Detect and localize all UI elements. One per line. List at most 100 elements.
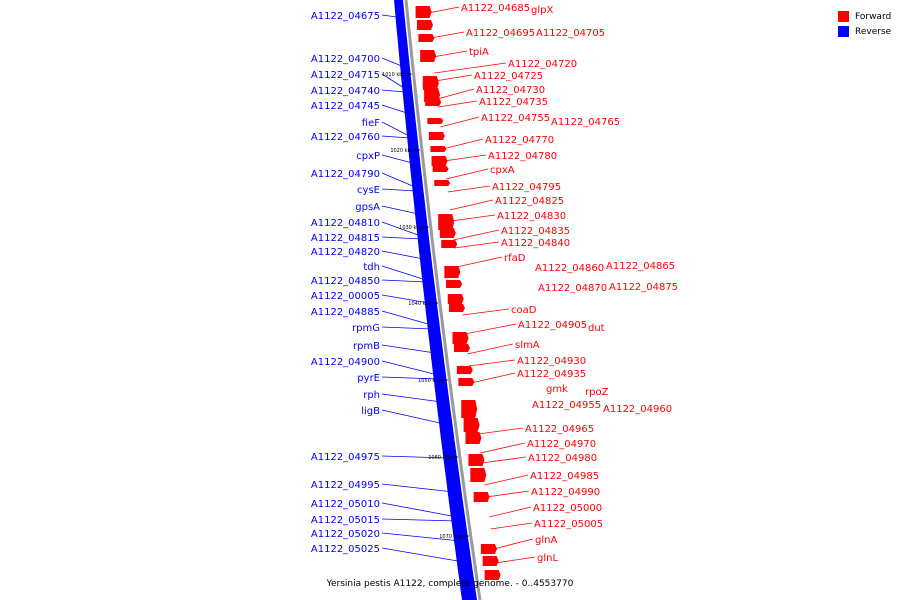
genome-backbone	[404, 0, 482, 600]
reverse-leader-line	[381, 455, 449, 459]
reverse-leader-line	[381, 547, 464, 563]
forward-gene-label: slmA	[515, 340, 540, 351]
tick-label: 1010 kbp	[382, 72, 406, 78]
reverse-leader-line	[381, 393, 442, 403]
forward-leader-line	[462, 308, 510, 316]
reverse-leader-line	[381, 154, 413, 164]
forward-gene-arrow	[431, 156, 448, 166]
forward-gene-label: tpiA	[469, 47, 489, 58]
forward-gene-label: A1122_04985	[530, 471, 599, 482]
forward-gene-label: gmk	[546, 384, 568, 395]
forward-gene-arrow	[473, 492, 490, 502]
forward-gene-label: A1122_04730	[476, 85, 545, 96]
forward-gene-arrow	[480, 544, 497, 554]
tick-label: 1050 kbp	[418, 378, 442, 384]
reverse-leader-line	[381, 205, 419, 215]
forward-leader-line	[449, 199, 494, 211]
forward-gene-arrow	[418, 34, 435, 42]
forward-gene-label: A1122_04960	[603, 404, 672, 415]
reverse-leader-line	[381, 265, 427, 281]
reverse-leader-line	[381, 279, 427, 283]
forward-gene-label: A1122_04860	[535, 263, 604, 274]
forward-gene-label: A1122_04965	[525, 424, 594, 435]
reverse-strand-band	[394, 0, 477, 600]
forward-gene-arrow	[448, 304, 465, 312]
reverse-leader-line	[381, 172, 416, 188]
forward-gene-arrows	[415, 6, 501, 580]
forward-gene-arrow	[434, 180, 451, 186]
forward-leader-line	[450, 214, 496, 222]
reverse-leader-line	[381, 188, 416, 192]
reverse-leader-line	[381, 532, 461, 542]
reverse-gene-label: A1122_05010	[311, 499, 380, 510]
forward-leader-line	[480, 442, 526, 454]
forward-gene-label: dut	[588, 323, 605, 334]
forward-leader-line	[442, 138, 484, 150]
reverse-gene-label: A1122_04850	[311, 276, 380, 287]
forward-gene-arrow	[417, 20, 434, 30]
reverse-gene-label: A1122_04715	[311, 70, 380, 81]
forward-gene-arrow	[446, 280, 463, 288]
forward-gene-arrow	[439, 228, 456, 238]
reverse-leader-line	[381, 344, 436, 354]
reverse-leader-line	[381, 376, 439, 380]
forward-gene-label: A1122_04765	[551, 117, 620, 128]
forward-gene-arrow	[425, 98, 442, 106]
reverse-gene-label: rph	[363, 390, 380, 401]
forward-gene-arrow	[470, 468, 487, 482]
forward-leader-line	[435, 74, 473, 82]
forward-gene-label: coaD	[511, 305, 537, 316]
forward-gene-label: A1122_04795	[492, 182, 561, 193]
forward-gene-arrow	[465, 432, 482, 444]
forward-gene-label: A1122_04720	[508, 59, 577, 70]
forward-gene-label: glnA	[535, 535, 557, 546]
forward-gene-arrow	[422, 76, 439, 90]
forward-gene-labels: A1122_04685 glpX A1122_04695 A1122_04705tpi…	[461, 3, 678, 564]
forward-gene-label: cpxA	[490, 165, 515, 176]
forward-leader-line	[490, 522, 533, 530]
forward-leader-line	[477, 427, 524, 435]
forward-gene-label: A1122_04865	[606, 261, 675, 272]
reverse-leader-line	[381, 14, 397, 18]
forward-leader-line	[495, 556, 536, 564]
reverse-gene-label: A1122_04885	[311, 307, 380, 318]
forward-leader-line	[438, 100, 478, 108]
reverse-gene-label: gpsA	[355, 202, 380, 213]
forward-gene-label: A1122_04735	[479, 97, 548, 108]
reverse-gene-label: cysE	[357, 185, 380, 196]
reverse-gene-label: A1122_05015	[311, 515, 380, 526]
forward-leader-line	[428, 6, 460, 14]
forward-leader-line	[437, 88, 475, 100]
reverse-gene-label: A1122_04760	[311, 132, 380, 143]
forward-gene-label: A1122_04905	[518, 320, 587, 331]
backbone-line	[404, 0, 482, 600]
forward-leader-line	[430, 31, 465, 39]
forward-gene-arrow	[427, 118, 444, 124]
forward-gene-label: A1122_04780	[488, 151, 557, 162]
forward-gene-arrow	[484, 570, 501, 580]
reverse-leader-line	[381, 360, 439, 376]
reverse-leader-line	[381, 518, 458, 522]
forward-gene-arrow	[415, 6, 432, 18]
forward-leader-line	[453, 229, 500, 241]
forward-leader-line	[432, 50, 468, 58]
forward-gene-label: A1122_05000	[533, 503, 602, 514]
forward-gene-arrow	[461, 400, 478, 418]
forward-gene-arrow	[420, 50, 437, 62]
forward-gene-arrow	[468, 454, 485, 466]
reverse-gene-label: A1122_04675	[311, 11, 380, 22]
reverse-leader-line	[381, 236, 422, 240]
forward-leader-line	[493, 538, 534, 550]
forward-gene-label: A1122_04835	[501, 226, 570, 237]
forward-gene-label: A1122_04875	[609, 282, 678, 293]
forward-swatch	[838, 11, 849, 22]
forward-gene-label: A1122_04980	[528, 453, 597, 464]
reverse-gene-label: A1122_04815	[311, 233, 380, 244]
reverse-gene-label: A1122_04820	[311, 247, 380, 258]
forward-leader-line	[454, 241, 500, 249]
forward-leader-line	[467, 343, 514, 355]
reverse-strand-fill	[394, 0, 477, 600]
reverse-gene-label: ligB	[361, 406, 380, 417]
forward-gene-label: A1122_04695	[466, 28, 535, 39]
reverse-gene-label: A1122_04810	[311, 218, 380, 229]
